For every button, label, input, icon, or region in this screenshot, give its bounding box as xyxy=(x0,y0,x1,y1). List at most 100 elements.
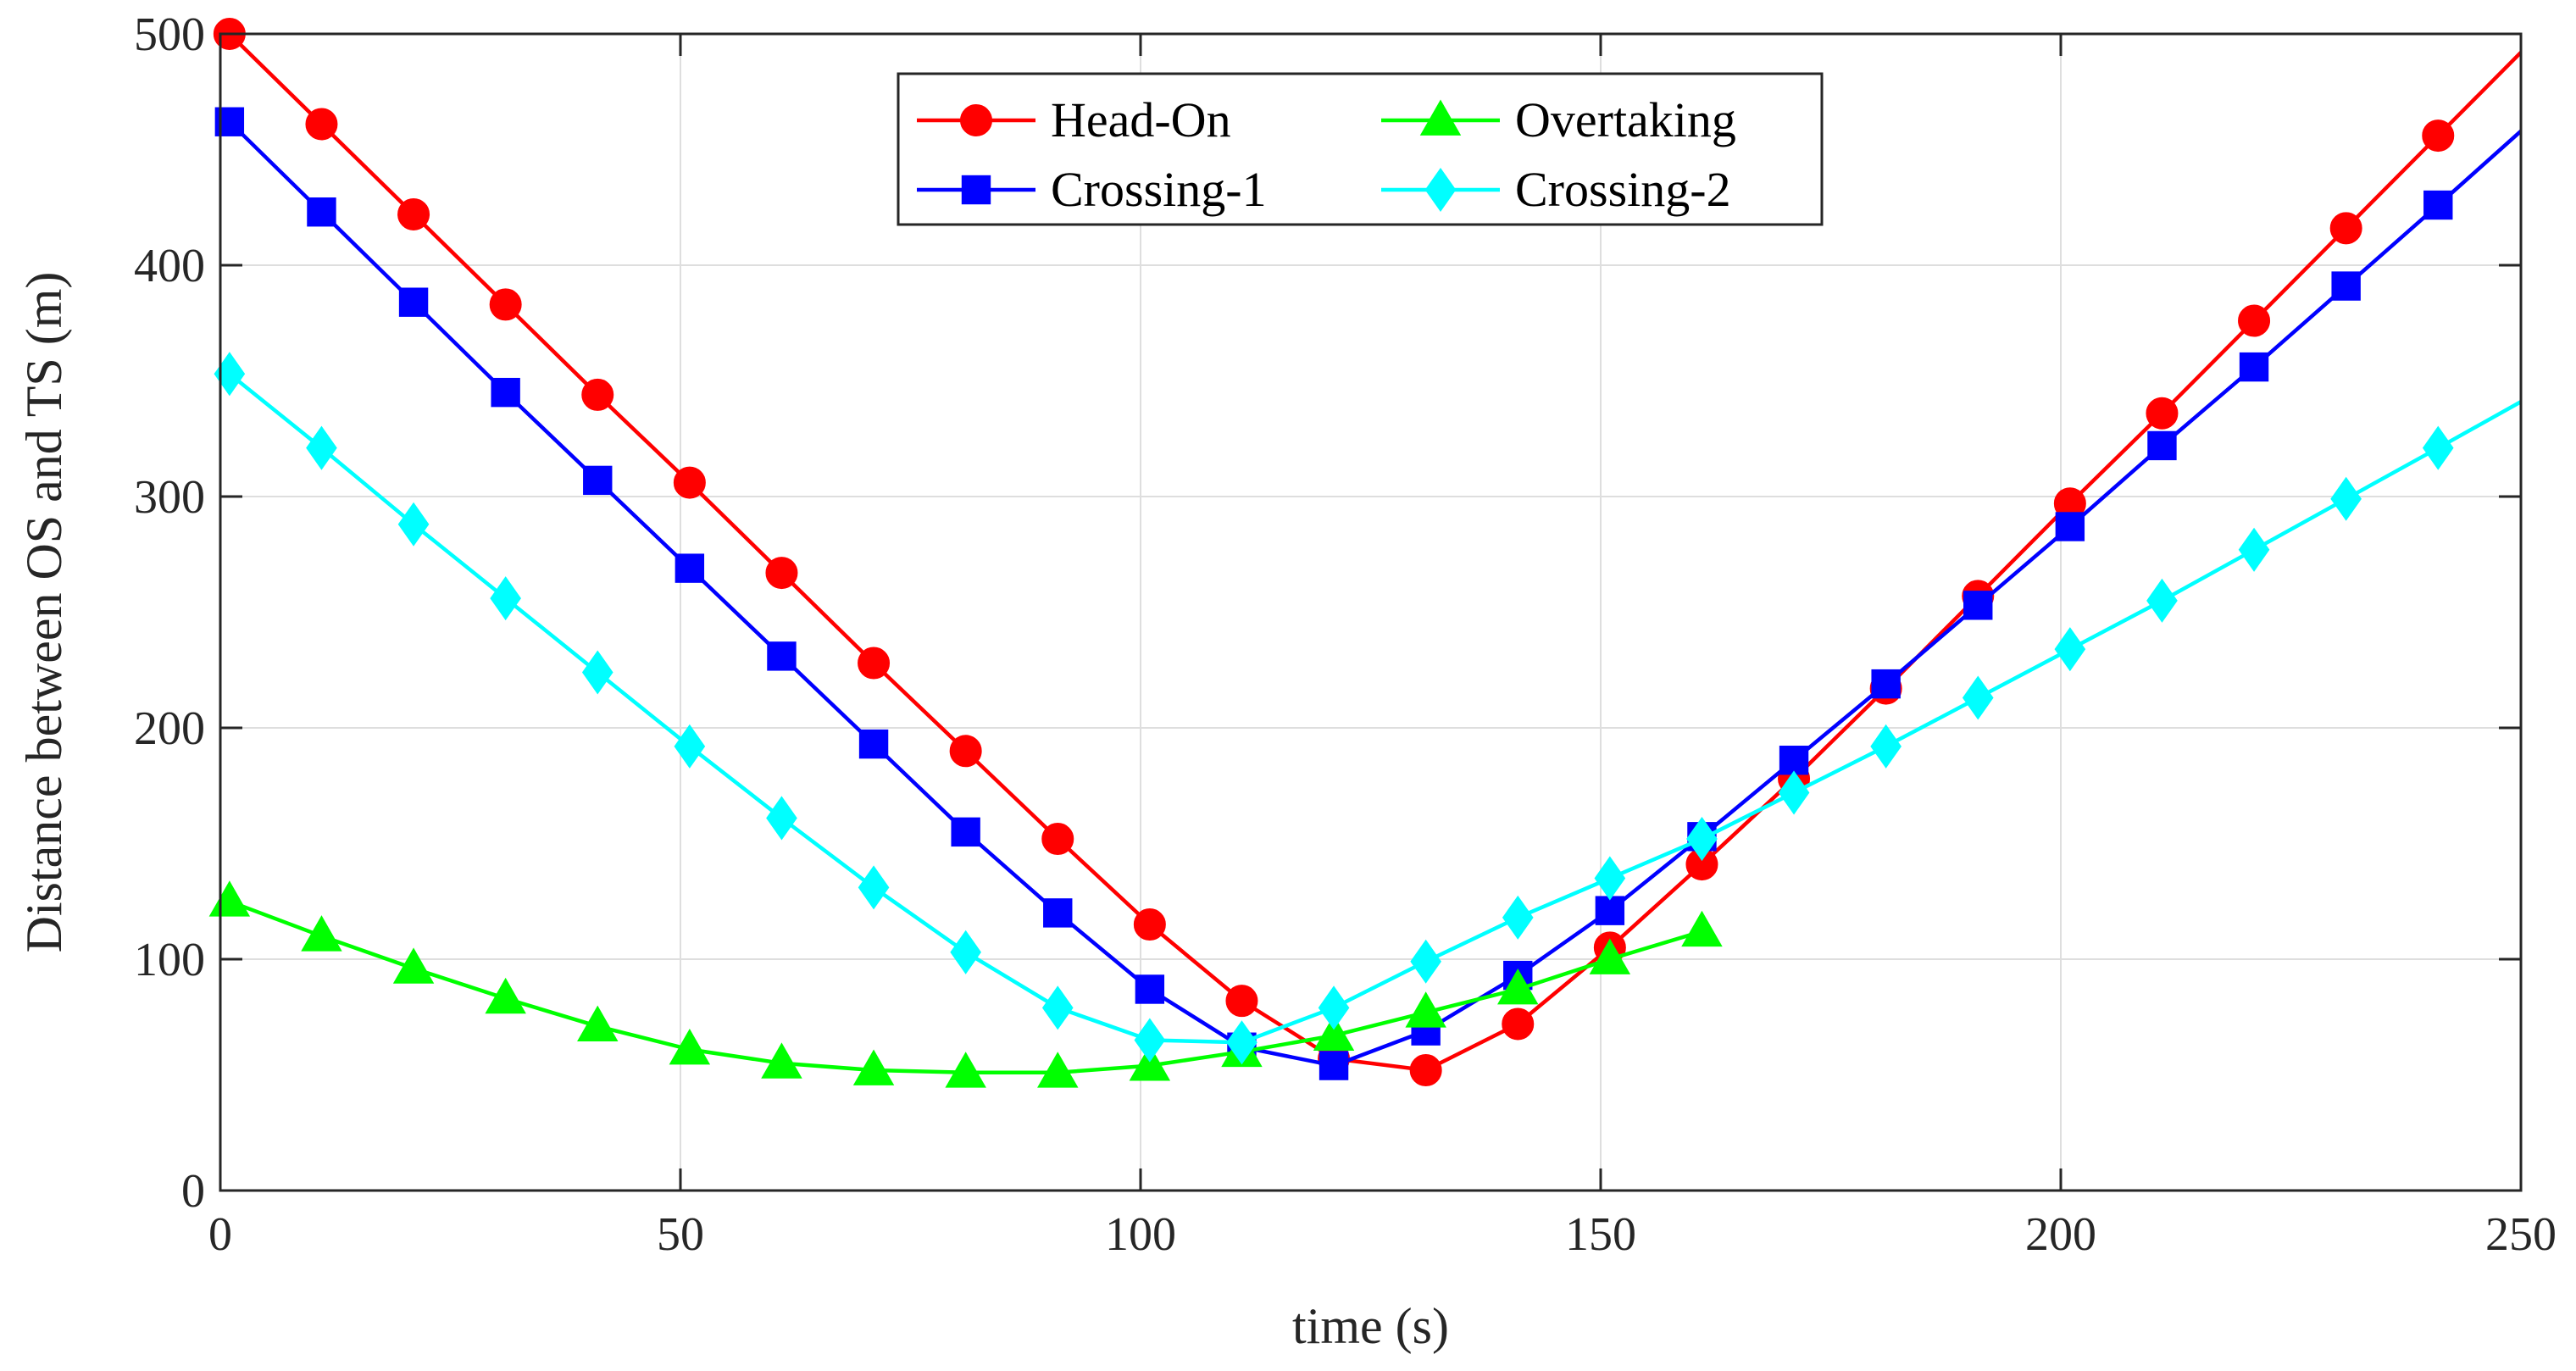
data-point-crossing-2 xyxy=(1870,724,1901,769)
legend-marker xyxy=(1419,99,1462,136)
x-tick-label: 50 xyxy=(657,1208,704,1261)
data-point-head-on xyxy=(581,378,614,411)
data-point-crossing-2 xyxy=(766,796,797,841)
data-point-crossing-1 xyxy=(2239,352,2269,382)
data-point-head-on xyxy=(765,557,798,590)
data-point-overtaking xyxy=(1589,938,1631,974)
data-point-crossing-1 xyxy=(583,465,613,496)
data-point-overtaking xyxy=(1681,910,1723,947)
data-point-overtaking xyxy=(485,977,526,1014)
data-point-crossing-2 xyxy=(2146,578,2178,623)
data-point-crossing-2 xyxy=(2330,476,2362,521)
data-point-head-on xyxy=(305,108,338,141)
legend-label: Overtaking xyxy=(1515,92,1736,147)
data-point-overtaking xyxy=(669,1028,711,1065)
data-point-crossing-2 xyxy=(1318,985,1350,1030)
data-point-head-on xyxy=(2329,212,2362,245)
data-point-overtaking xyxy=(392,947,435,984)
legend-marker xyxy=(961,175,991,205)
data-point-head-on xyxy=(1225,985,1258,1018)
data-point-overtaking xyxy=(852,1049,895,1085)
y-tick-label: 100 xyxy=(134,934,205,986)
series-line-crossing-1 xyxy=(228,120,2523,1068)
data-point-head-on xyxy=(2238,304,2271,337)
y-tick-label: 200 xyxy=(134,702,205,755)
data-point-crossing-1 xyxy=(1595,896,1625,925)
data-point-crossing-1 xyxy=(307,197,336,227)
data-point-head-on xyxy=(1133,908,1166,941)
data-point-crossing-2 xyxy=(1686,817,1718,862)
y-tick-label: 400 xyxy=(134,240,205,292)
data-point-crossing-2 xyxy=(1410,939,1441,984)
data-point-crossing-2 xyxy=(397,502,430,547)
data-point-crossing-2 xyxy=(858,865,890,910)
data-point-crossing-1 xyxy=(491,377,520,408)
data-point-overtaking xyxy=(945,1052,986,1088)
data-point-head-on xyxy=(949,735,982,768)
legend: Head-On Overtaking Crossing-1 Crossing-2 xyxy=(897,72,1824,226)
data-point-overtaking xyxy=(577,1005,619,1042)
legend-item-crossing-1: Crossing-1 xyxy=(917,162,1267,217)
data-point-crossing-2 xyxy=(490,576,521,621)
data-point-crossing-1 xyxy=(767,641,797,671)
data-point-crossing-2 xyxy=(1502,895,1534,940)
data-point-crossing-1 xyxy=(858,729,889,759)
legend-item-head-on: Head-On xyxy=(917,92,1231,147)
y-tick-label: 0 xyxy=(181,1165,205,1218)
series-group xyxy=(208,18,2523,1088)
y-tick-label: 300 xyxy=(134,471,205,524)
data-point-crossing-2 xyxy=(2422,425,2454,470)
data-point-crossing-1 xyxy=(1963,591,1993,620)
legend-label: Head-On xyxy=(1051,92,1231,147)
data-point-overtaking xyxy=(301,915,342,952)
data-point-crossing-1 xyxy=(1319,1051,1349,1080)
data-point-crossing-2 xyxy=(306,425,337,470)
data-point-crossing-1 xyxy=(2147,430,2177,461)
data-point-crossing-2 xyxy=(1962,675,1994,720)
series-crossing-2 xyxy=(214,352,2523,1065)
data-point-overtaking xyxy=(1129,1045,1171,1081)
data-point-crossing-1 xyxy=(1871,669,1901,699)
data-point-crossing-2 xyxy=(1594,856,1626,901)
data-point-overtaking xyxy=(1405,991,1446,1028)
legend-label: Crossing-1 xyxy=(1051,162,1267,217)
x-axis-label: time (s) xyxy=(1292,1298,1449,1354)
y-axis-label: Distance between OS and TS (m) xyxy=(16,272,72,953)
data-point-crossing-2 xyxy=(2054,627,2086,672)
data-point-crossing-2 xyxy=(1226,1020,1257,1065)
data-point-crossing-1 xyxy=(1043,898,1073,928)
x-tick-label: 100 xyxy=(1105,1208,1176,1261)
y-tick-label: 500 xyxy=(134,8,205,61)
data-point-crossing-1 xyxy=(2423,190,2453,220)
data-point-head-on xyxy=(2422,119,2455,153)
data-point-crossing-2 xyxy=(674,724,706,769)
data-point-crossing-1 xyxy=(951,817,980,847)
data-point-crossing-2 xyxy=(950,930,981,974)
x-tick-label: 200 xyxy=(2025,1208,2096,1261)
data-point-crossing-2 xyxy=(1778,770,1810,815)
data-point-crossing-1 xyxy=(675,553,705,583)
legend-item-overtaking: Overtaking xyxy=(1381,92,1736,147)
x-tick-label: 250 xyxy=(2485,1208,2557,1261)
grid-lines xyxy=(220,34,2521,1191)
data-point-head-on xyxy=(397,197,430,230)
legend-marker xyxy=(1424,167,1457,213)
data-point-head-on xyxy=(2146,397,2179,430)
axes-box xyxy=(219,32,2523,1192)
legend-label: Crossing-2 xyxy=(1515,162,1731,217)
legend-marker xyxy=(960,104,992,136)
data-point-crossing-1 xyxy=(2331,271,2361,301)
data-point-crossing-1 xyxy=(1779,746,1809,775)
data-point-overtaking xyxy=(1497,968,1539,1005)
data-point-crossing-1 xyxy=(1135,974,1165,1004)
axis-ticks: 0 50 100 150 200 250 0 100 200 300 400 500 xyxy=(134,8,2557,1261)
data-point-crossing-2 xyxy=(581,650,613,695)
data-point-head-on xyxy=(1041,823,1074,856)
data-point-crossing-1 xyxy=(398,287,429,317)
data-point-overtaking xyxy=(1313,1014,1355,1051)
data-point-overtaking xyxy=(1037,1052,1079,1088)
data-point-head-on xyxy=(1409,1054,1442,1087)
data-point-overtaking xyxy=(761,1042,802,1079)
data-point-head-on xyxy=(858,647,891,680)
